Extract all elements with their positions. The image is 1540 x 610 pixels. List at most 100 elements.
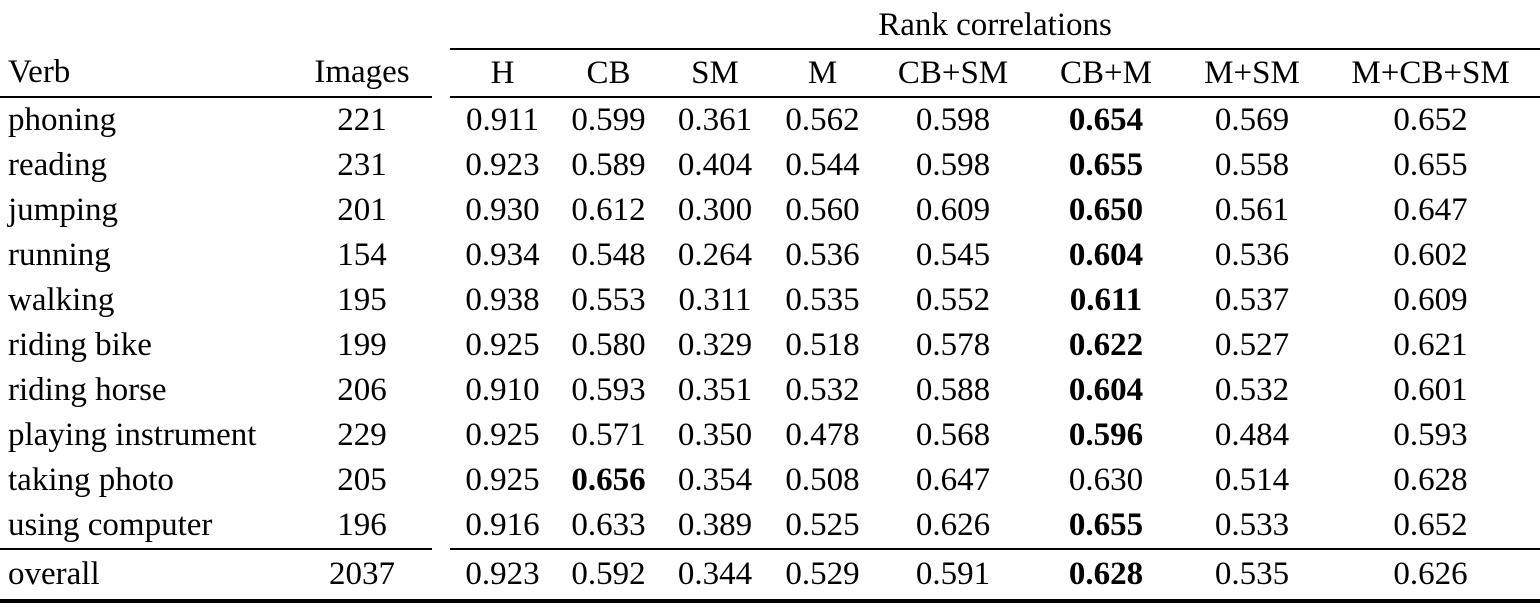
images-cell: 206 xyxy=(337,372,387,408)
value-cell: 0.580 xyxy=(571,327,646,363)
images-cell: 195 xyxy=(337,282,387,318)
column-gap xyxy=(432,549,450,603)
value-cell: 0.569 xyxy=(1214,102,1290,138)
value-cell: 0.602 xyxy=(1393,237,1468,273)
images-cell: 205 xyxy=(337,462,387,498)
images-cell: 2037 xyxy=(292,548,432,603)
value-cell: 0.568 xyxy=(915,417,991,453)
value-cell: 0.518 xyxy=(785,327,860,363)
col-header-h: H xyxy=(450,49,555,98)
value-cell: 0.633 xyxy=(571,507,646,543)
table-title: Rank correlations xyxy=(450,2,1540,50)
value-cell: 0.535 xyxy=(1183,548,1321,603)
column-gap xyxy=(432,368,450,413)
value-cell: 0.601 xyxy=(1393,372,1468,408)
images-cell: 221 xyxy=(337,102,387,138)
value-cell: 0.925 xyxy=(465,417,540,453)
col-header-images: Images xyxy=(292,49,432,98)
value-cell: 0.571 xyxy=(571,417,646,453)
value-cell: 0.478 xyxy=(785,417,860,453)
column-gap xyxy=(432,503,450,549)
col-header-cb: CB xyxy=(555,49,662,98)
column-gap xyxy=(432,233,450,278)
table-header-row: Verb Images H CB SM M CB+SM CB+M M+SM M+… xyxy=(0,49,1540,98)
images-cell: 199 xyxy=(337,327,387,363)
value-cell: 0.923 xyxy=(465,147,540,183)
column-gap xyxy=(432,97,450,143)
column-gap xyxy=(432,278,450,323)
value-cell: 0.652 xyxy=(1393,507,1468,543)
value-cell: 0.626 xyxy=(915,507,991,543)
verb-cell: jumping xyxy=(8,192,119,228)
value-cell: 0.599 xyxy=(571,102,646,138)
value-cell: 0.561 xyxy=(1214,192,1290,228)
value-cell: 0.537 xyxy=(1214,282,1290,318)
value-cell: 0.350 xyxy=(677,417,753,453)
table-row: riding bike 199 0.925 0.580 0.329 0.518 … xyxy=(0,323,1540,368)
col-header-cb-sm: CB+SM xyxy=(877,49,1029,98)
value-cell: 0.389 xyxy=(677,507,753,543)
value-cell: 0.552 xyxy=(915,282,991,318)
value-cell: 0.938 xyxy=(465,282,540,318)
value-cell: 0.609 xyxy=(1393,282,1468,318)
column-gap xyxy=(432,413,450,458)
table-row: running 154 0.934 0.548 0.264 0.536 0.54… xyxy=(0,233,1540,278)
value-cell: 0.609 xyxy=(915,192,991,228)
value-cell: 0.656 xyxy=(571,462,646,498)
value-cell: 0.916 xyxy=(465,507,540,543)
value-cell: 0.630 xyxy=(1068,462,1144,498)
images-cell: 154 xyxy=(337,237,387,273)
table-row: riding horse 206 0.910 0.593 0.351 0.532… xyxy=(0,368,1540,413)
value-cell: 0.535 xyxy=(785,282,860,318)
value-cell: 0.525 xyxy=(785,507,860,543)
value-cell: 0.911 xyxy=(465,102,540,138)
column-gap xyxy=(432,143,450,188)
value-cell: 0.558 xyxy=(1214,147,1290,183)
col-header-m-cb-sm: M+CB+SM xyxy=(1321,49,1540,98)
column-gap xyxy=(432,49,450,97)
value-cell: 0.264 xyxy=(677,237,753,273)
value-cell: 0.628 xyxy=(1029,548,1183,603)
value-cell: 0.589 xyxy=(571,147,646,183)
verb-cell: walking xyxy=(8,282,115,318)
value-cell: 0.593 xyxy=(571,372,646,408)
verb-cell: riding horse xyxy=(8,372,167,408)
value-cell: 0.628 xyxy=(1393,462,1468,498)
value-cell: 0.923 xyxy=(450,548,555,603)
table-row: using computer 196 0.916 0.633 0.389 0.5… xyxy=(0,503,1540,549)
verb-cell: reading xyxy=(8,147,107,183)
table-row: jumping 201 0.930 0.612 0.300 0.560 0.60… xyxy=(0,188,1540,233)
value-cell: 0.934 xyxy=(465,237,540,273)
value-cell: 0.527 xyxy=(1214,327,1290,363)
value-cell: 0.544 xyxy=(785,147,860,183)
value-cell: 0.578 xyxy=(915,327,991,363)
value-cell: 0.545 xyxy=(915,237,991,273)
value-cell: 0.484 xyxy=(1214,417,1290,453)
value-cell: 0.655 xyxy=(1068,147,1144,183)
table-row: reading 231 0.923 0.589 0.404 0.544 0.59… xyxy=(0,143,1540,188)
value-cell: 0.626 xyxy=(1321,548,1540,603)
value-cell: 0.533 xyxy=(1214,507,1290,543)
value-cell: 0.621 xyxy=(1393,327,1468,363)
col-header-m: M xyxy=(768,49,877,98)
value-cell: 0.562 xyxy=(785,102,860,138)
images-cell: 201 xyxy=(337,192,387,228)
overall-row: overall 2037 0.923 0.592 0.344 0.529 0.5… xyxy=(0,548,1540,603)
table-row: taking photo 205 0.925 0.656 0.354 0.508… xyxy=(0,458,1540,503)
value-cell: 0.622 xyxy=(1068,327,1144,363)
col-header-verb: Verb xyxy=(0,49,292,98)
col-header-cb-m: CB+M xyxy=(1029,49,1183,98)
value-cell: 0.361 xyxy=(677,102,753,138)
value-cell: 0.536 xyxy=(785,237,860,273)
value-cell: 0.593 xyxy=(1393,417,1468,453)
col-header-sm: SM xyxy=(662,49,768,98)
value-cell: 0.300 xyxy=(677,192,753,228)
table-title-row: Rank correlations xyxy=(0,2,1540,50)
verb-cell: overall xyxy=(0,548,292,603)
value-cell: 0.514 xyxy=(1214,462,1290,498)
value-cell: 0.654 xyxy=(1068,102,1144,138)
value-cell: 0.647 xyxy=(1393,192,1468,228)
verb-cell: taking photo xyxy=(8,462,174,498)
value-cell: 0.344 xyxy=(662,548,768,603)
